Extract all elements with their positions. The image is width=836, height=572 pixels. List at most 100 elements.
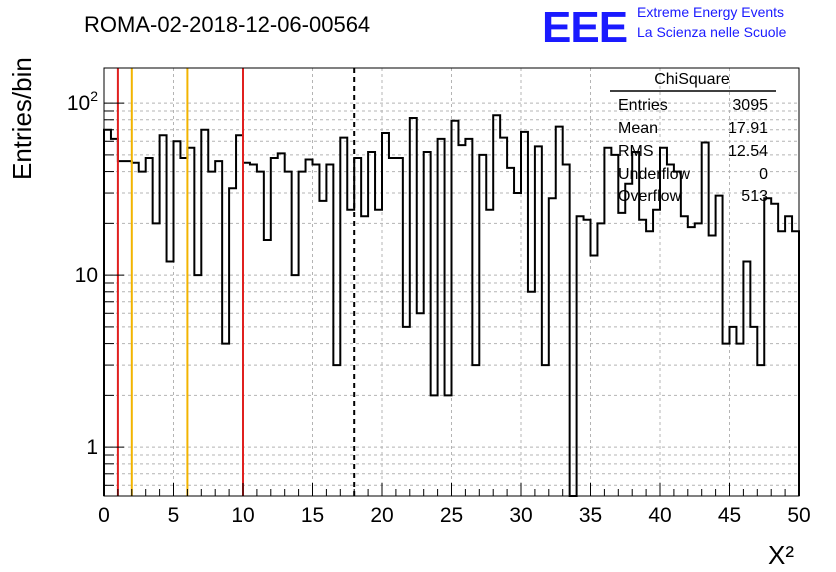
- x-tick-label: 40: [648, 504, 671, 527]
- histogram-bin: [549, 198, 556, 496]
- histogram-bin: [424, 152, 431, 496]
- histogram-bin: [403, 327, 410, 496]
- histogram-bin: [278, 153, 285, 496]
- chart-title: ROMA-02-2018-12-06-00564: [84, 12, 370, 37]
- y-tick-label: 10: [75, 264, 98, 287]
- x-tick-label: 35: [579, 504, 602, 527]
- stats-label-underflow: Underflow: [618, 166, 690, 183]
- histogram-bin: [702, 143, 709, 496]
- stats-label-entries: Entries: [618, 97, 668, 114]
- histogram-bin: [458, 145, 465, 496]
- histogram-bin: [750, 327, 757, 496]
- histogram-bin: [542, 365, 549, 496]
- histogram-bin: [563, 164, 570, 496]
- stats-label-mean: Mean: [618, 120, 658, 137]
- x-tick-label: 15: [301, 504, 324, 527]
- histogram-bin: [333, 365, 340, 496]
- histogram-bin: [618, 213, 625, 496]
- histogram-bin: [313, 164, 320, 496]
- x-tick-label: 0: [98, 504, 110, 527]
- histogram-bin: [764, 198, 771, 496]
- stats-box: ChiSquare Entries 3095 Mean 17.91 RMS 12…: [610, 71, 776, 205]
- logo-line-1: Extreme Energy Events: [637, 4, 784, 20]
- histogram-bin: [736, 344, 743, 496]
- histogram-bin: [167, 262, 174, 496]
- histogram-bin: [292, 275, 299, 496]
- histogram-bin: [243, 163, 250, 496]
- x-tick-label: 30: [509, 504, 532, 527]
- histogram-outline: [103, 114, 800, 497]
- histogram-bin: [653, 210, 660, 496]
- stats-value-entries: 3095: [732, 97, 768, 114]
- histogram-bin: [681, 216, 688, 496]
- histogram-bin: [347, 210, 354, 496]
- histogram-bin: [340, 138, 347, 496]
- histogram-bin: [215, 161, 222, 496]
- histogram-bin: [500, 138, 507, 496]
- histogram-bin: [743, 262, 750, 496]
- histogram-bin: [118, 161, 125, 496]
- threshold-lines: [116, 68, 356, 496]
- stats-header: ChiSquare: [654, 71, 730, 88]
- histogram-bin: [250, 164, 257, 496]
- histogram-bin: [417, 313, 424, 496]
- logo-line-2: La Scienza nelle Scuole: [637, 24, 787, 40]
- x-axis-title: X²: [768, 540, 794, 570]
- stats-label-overflow: Overflow: [618, 188, 682, 205]
- histogram-bin: [709, 235, 716, 496]
- histogram-bin: [688, 227, 695, 496]
- histogram-bin: [785, 216, 792, 496]
- histogram-bin: [222, 344, 229, 496]
- histogram-bin: [174, 141, 181, 496]
- histogram-bin: [792, 231, 799, 496]
- histogram-bin: [514, 193, 521, 496]
- histogram-bin: [479, 155, 486, 496]
- histogram-bin: [667, 164, 674, 496]
- stats-value-underflow: 0: [759, 166, 768, 183]
- histogram-bin: [132, 163, 139, 496]
- grid: [104, 68, 799, 496]
- x-tick-label: 45: [718, 504, 741, 527]
- histogram-bin: [723, 344, 730, 496]
- histogram-bin: [264, 240, 271, 496]
- y-tick-label: 102: [67, 88, 98, 115]
- x-tick-label: 5: [168, 504, 180, 527]
- histogram-bin: [431, 395, 438, 496]
- histogram-bin: [757, 365, 764, 496]
- histogram-bin: [410, 118, 417, 496]
- x-tick-label: 10: [231, 504, 254, 527]
- x-tick-label: 25: [440, 504, 463, 527]
- histogram-bin: [486, 210, 493, 496]
- stats-value-mean: 17.91: [728, 120, 768, 137]
- histogram-bin: [375, 210, 382, 496]
- stats-label-rms: RMS: [618, 143, 654, 160]
- histogram-bin: [716, 196, 723, 496]
- y-tick-exponent: 2: [90, 88, 98, 104]
- histogram-bin: [521, 132, 528, 496]
- stats-value-rms: 12.54: [728, 143, 768, 160]
- histogram-bin: [382, 133, 389, 496]
- histogram-bin: [465, 139, 472, 496]
- histogram-bin: [472, 365, 479, 496]
- histogram-bin: [326, 164, 333, 496]
- histogram-bin: [528, 292, 535, 496]
- histogram-bin: [493, 115, 500, 496]
- histogram: [103, 114, 800, 497]
- histogram-bin: [646, 231, 653, 496]
- histogram-bin: [368, 152, 375, 496]
- histogram-bin: [187, 148, 194, 496]
- stats-value-overflow: 513: [741, 188, 768, 205]
- x-tick-label: 50: [787, 504, 810, 527]
- histogram-bin: [730, 327, 737, 496]
- histogram-bin: [306, 160, 313, 496]
- histogram-bin: [361, 216, 368, 496]
- y-axis-title: Entries/bin: [7, 57, 37, 180]
- logo: EEE Extreme Energy Events La Scienza nel…: [542, 3, 787, 52]
- histogram-bin: [556, 127, 563, 496]
- histogram-bin: [319, 201, 326, 496]
- x-tick-label: 20: [370, 504, 393, 527]
- logo-mark: EEE: [542, 3, 627, 52]
- histogram-bin: [778, 231, 785, 496]
